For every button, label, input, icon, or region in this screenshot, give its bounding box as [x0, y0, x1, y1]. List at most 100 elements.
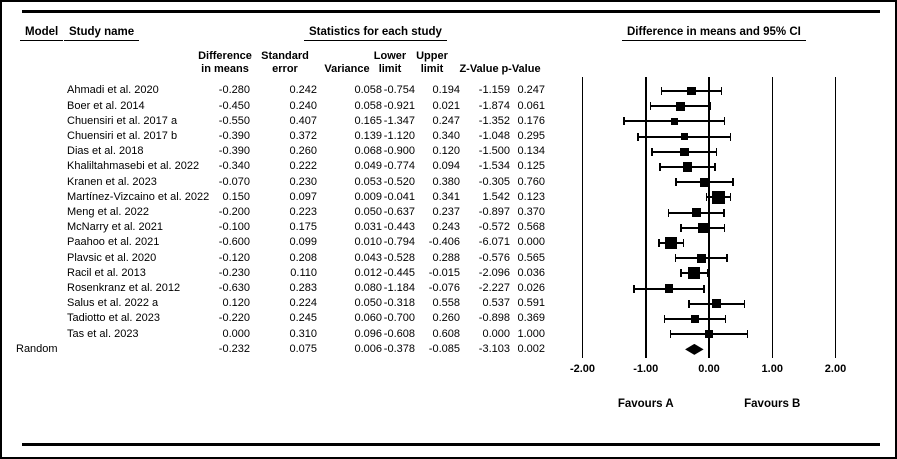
cell-variance: 0.012: [354, 266, 382, 279]
cell-variance: 0.060: [354, 312, 382, 325]
cell-z: 0.000: [482, 327, 510, 340]
cell-se: 0.223: [289, 206, 317, 218]
cell-se: 0.283: [289, 282, 317, 294]
cell-se: 0.175: [289, 221, 317, 234]
axis-tick-label: 1.00: [761, 363, 783, 375]
cell-p: 1.000: [517, 327, 545, 340]
cell-se: 0.310: [289, 327, 317, 340]
cell-diff: -0.450: [218, 99, 250, 112]
cell-diff: -0.280: [218, 84, 250, 97]
cell-z: -2.227: [478, 282, 510, 294]
cell-variance: 0.009: [354, 190, 382, 203]
cell-upper: 0.237: [432, 206, 460, 218]
cell-p: 0.591: [517, 297, 545, 310]
axis-tick-label: 0.00: [698, 363, 720, 375]
cell-se: 0.097: [289, 190, 317, 203]
cell-lower: -0.900: [383, 145, 415, 158]
cell-diff: 0.120: [222, 297, 250, 310]
cell-lower: -0.520: [383, 175, 415, 188]
cell-variance: 0.068: [354, 145, 382, 158]
table-row: Dias et al. 2018 -0.390 0.260 0.068 -0.900 0.…: [2, 144, 895, 159]
favours-b-label: Favours B: [744, 398, 801, 410]
cell-p: 0.247: [517, 84, 545, 97]
cell-z: -1.159: [478, 84, 510, 97]
upper-header-line2: limit: [420, 63, 444, 75]
cell-variance: 0.139: [354, 130, 382, 142]
cell-upper: 0.558: [432, 297, 460, 310]
cell-lower: -0.445: [383, 266, 415, 279]
p-value-column-header: p-Value: [501, 46, 540, 76]
cell-variance: 0.053: [354, 175, 382, 188]
variance-column-header: Variance: [324, 46, 369, 76]
study-name: Racil et al. 2013: [67, 266, 146, 279]
cell-diff: -0.070: [218, 175, 250, 188]
table-row: Rosenkranz et al. 2012 -0.630 0.283 0.080 -1…: [2, 281, 895, 296]
study-name: Salus et al. 2022 a: [67, 297, 159, 310]
model-label: Random: [16, 342, 58, 355]
cell-variance: 0.050: [354, 206, 382, 218]
table-row: Martínez-Vizcaino et al. 2022 0.150 0.097 0…: [2, 190, 895, 205]
cell-z: -1.534: [478, 160, 510, 173]
cell-z: -1.352: [478, 114, 510, 127]
bottom-rule: [22, 443, 880, 446]
cell-lower: -0.794: [383, 236, 415, 249]
axis-tick-label: -1.00: [633, 363, 659, 375]
cell-se: 0.110: [290, 266, 317, 279]
study-name: Khaliltahmasebi et al. 2022: [67, 160, 200, 173]
cell-z: -0.898: [478, 312, 510, 325]
cell-p: 0.176: [517, 114, 545, 127]
study-name: Tas et al. 2023: [67, 327, 139, 340]
cell-diff: -0.340: [218, 160, 250, 173]
cell-se: 0.407: [289, 114, 317, 127]
cell-p: 0.134: [517, 145, 545, 158]
cell-upper: -0.406: [428, 236, 460, 249]
cell-variance: 0.096: [354, 327, 382, 340]
cell-variance: 0.043: [354, 251, 382, 264]
cell-lower: -0.041: [383, 190, 415, 203]
table-row: Plavsic et al. 2020 -0.120 0.208 0.043 -0.52…: [2, 251, 895, 266]
table-row: Paahoo et al. 2021 -0.600 0.099 0.010 -0.794…: [2, 235, 895, 250]
cell-z: -0.897: [478, 206, 510, 218]
cell-upper: 0.380: [432, 175, 460, 188]
table-row: Chuensiri et al. 2017 a -0.550 0.407 0.165-…: [2, 114, 895, 129]
table-row: Khaliltahmasebi et al. 2022 -0.340 0.222 0.…: [2, 159, 895, 174]
cell-p: 0.295: [517, 130, 545, 142]
cell-z: -0.576: [478, 251, 510, 264]
diff-header-line1: Difference: [198, 50, 252, 62]
cell-z: -6.071: [478, 236, 510, 249]
cell-diff: -0.232: [218, 342, 250, 355]
study-name: Chuensiri et al. 2017 b: [67, 130, 178, 142]
cell-diff: -0.120: [218, 251, 250, 264]
cell-p: 0.026: [517, 282, 545, 294]
cell-variance: 0.010: [354, 236, 382, 249]
cell-lower: -0.443: [383, 221, 415, 234]
study-name: Ahmadi et al. 2020: [67, 84, 159, 97]
cell-se: 0.208: [289, 251, 317, 264]
cell-diff: -0.630: [218, 282, 250, 294]
study-name: Meng et al. 2022: [67, 206, 149, 218]
cell-diff: -0.200: [218, 206, 250, 218]
top-rule: [22, 10, 880, 13]
table-row: McNarry et al. 2021 -0.100 0.175 0.031 -0.44…: [2, 220, 895, 235]
cell-p: 0.565: [517, 251, 545, 264]
cell-p: 0.125: [517, 160, 545, 173]
z-header-label: Z-Value: [459, 63, 499, 75]
cell-upper: -0.076: [428, 282, 460, 294]
cell-z: -1.874: [478, 99, 510, 112]
cell-upper: 0.288: [432, 251, 460, 264]
cell-diff: -0.550: [218, 114, 250, 127]
cell-upper: 0.340: [432, 130, 460, 142]
se-header-line1: Standard: [261, 50, 309, 62]
cell-se: 0.260: [289, 145, 317, 158]
summary-row: Random -0.232 0.075 0.006 -0.378 -0.085 -3.103…: [2, 342, 895, 357]
study-name: Martínez-Vizcaino et al. 2022: [67, 190, 210, 203]
cell-se: 0.224: [289, 297, 317, 310]
z-value-column-header: Z-Value: [459, 46, 498, 76]
lower-header-line2: limit: [378, 63, 402, 75]
cell-lower: -0.528: [383, 251, 415, 264]
cell-diff: -0.100: [218, 221, 250, 234]
cell-se: 0.075: [289, 342, 317, 355]
study-name: Rosenkranz et al. 2012: [67, 282, 181, 294]
cell-upper: 0.247: [432, 114, 460, 127]
diff-header-line2: in means: [201, 63, 249, 75]
